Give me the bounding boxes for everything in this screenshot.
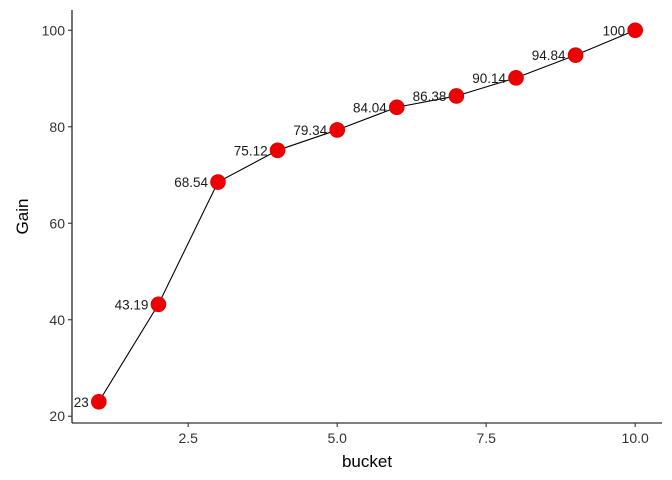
- y-tick-label: 100: [42, 22, 66, 38]
- data-label: 75.12: [234, 143, 268, 158]
- data-label: 43.19: [115, 297, 149, 312]
- data-point: [91, 393, 107, 410]
- x-tick-label: 7.5: [476, 430, 496, 446]
- y-axis-title: Gain: [13, 199, 32, 235]
- data-label: 100: [603, 23, 626, 38]
- data-label: 23: [74, 395, 89, 410]
- data-point: [508, 70, 524, 86]
- data-points: [91, 22, 643, 410]
- data-label: 90.14: [472, 71, 506, 86]
- x-tick-label: 2.5: [178, 430, 198, 446]
- x-tick-label: 5.0: [327, 430, 347, 446]
- data-point: [329, 122, 346, 138]
- x-axis-title: bucket: [342, 452, 392, 471]
- y-tick-label: 20: [49, 408, 65, 424]
- y-tick-label: 40: [49, 312, 65, 328]
- y-tick-label: 60: [49, 215, 65, 231]
- data-label: 86.38: [413, 89, 447, 104]
- y-tick-label: 80: [49, 119, 65, 135]
- data-label: 68.54: [174, 175, 208, 190]
- data-point: [567, 47, 584, 63]
- data-point: [210, 174, 226, 190]
- data-point: [627, 22, 643, 39]
- data-label: 84.04: [353, 100, 387, 115]
- x-tick-label: 10.0: [622, 430, 649, 446]
- data-point: [388, 99, 405, 116]
- series-line: [98, 29, 636, 403]
- data-point: [448, 88, 465, 104]
- data-point: [150, 296, 167, 313]
- axis-ticks: 2.5 5.0 7.5 10.0 20 40 60 80 100: [42, 22, 649, 446]
- data-labels: 23 43.19 68.54 75.12 79.34 84.04 86.38 90.14 94.…: [74, 23, 625, 410]
- data-label: 79.34: [293, 123, 327, 138]
- data-label: 94.84: [532, 48, 566, 63]
- data-point: [269, 142, 286, 159]
- axes: [71, 10, 662, 424]
